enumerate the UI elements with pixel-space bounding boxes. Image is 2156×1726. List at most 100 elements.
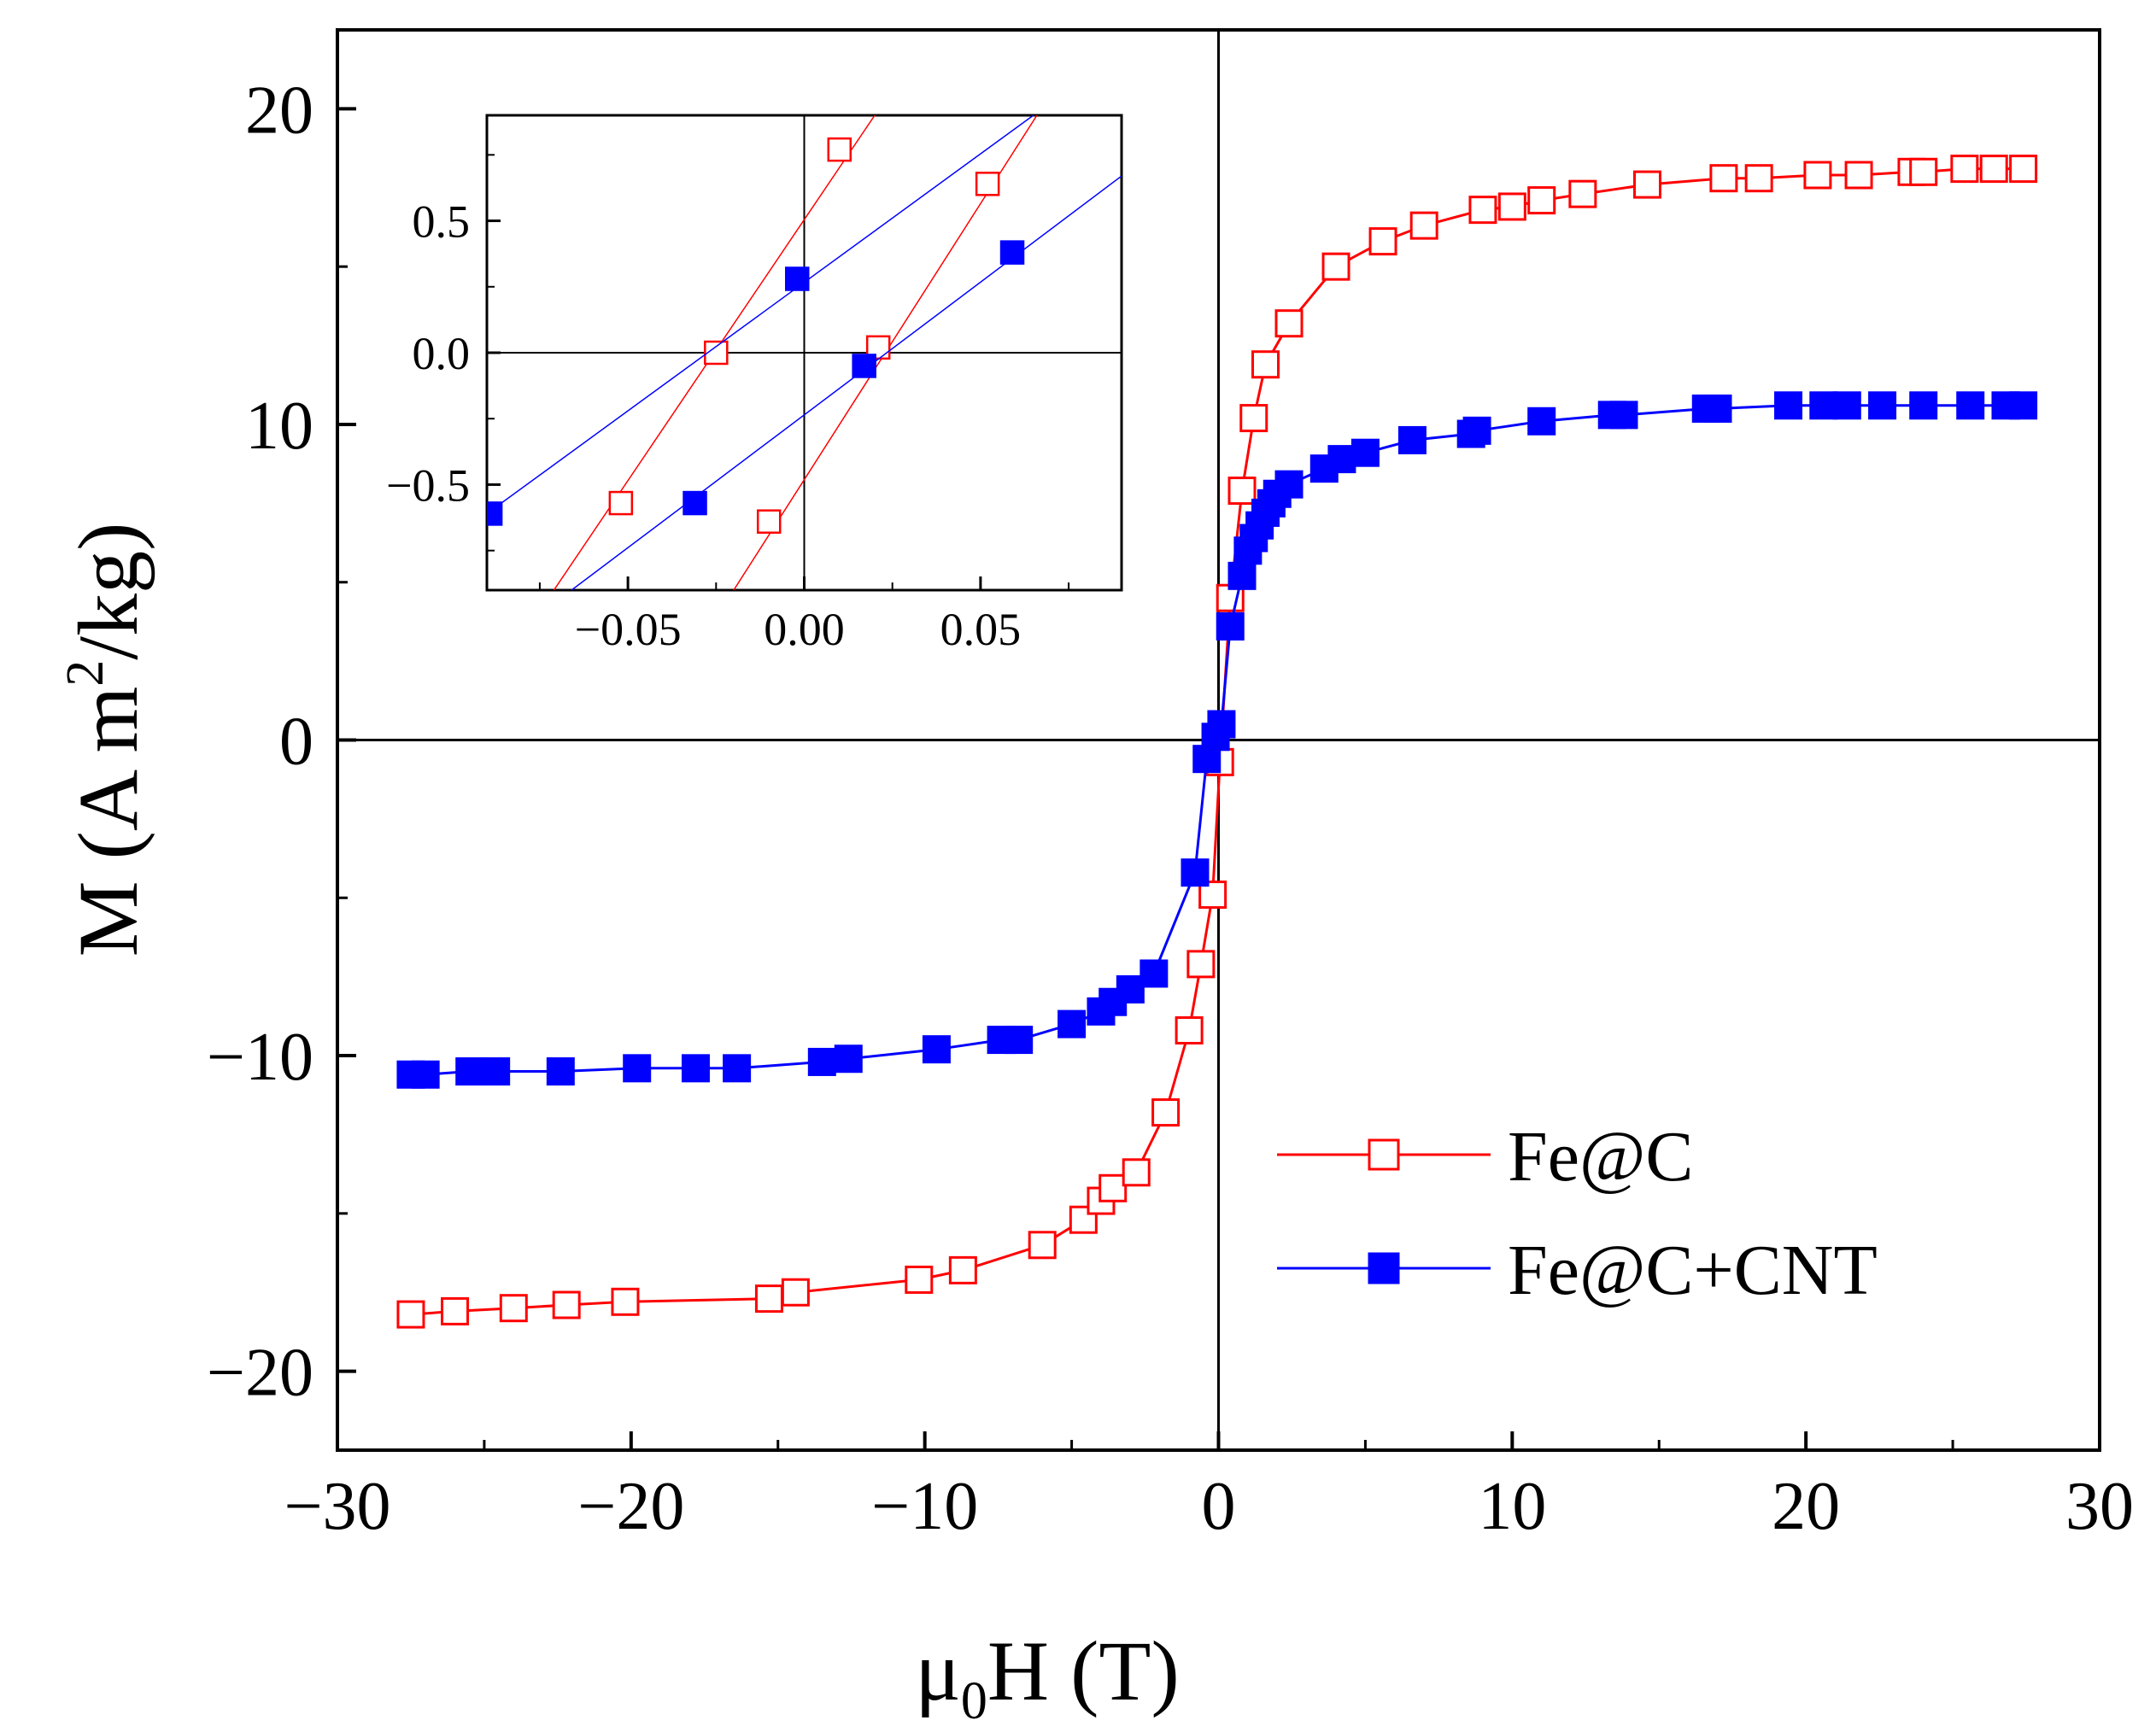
data-point-fe-c <box>1744 164 1773 193</box>
data-point-fe-c-cnt <box>1216 611 1245 641</box>
data-point-fe-c <box>754 1284 783 1314</box>
x-axis-title: μ0H (T) <box>915 1624 1180 1726</box>
inset-data-point-fe-c <box>608 490 634 516</box>
x-tick-label: −30 <box>284 1469 390 1544</box>
data-point-fe-c <box>552 1290 581 1319</box>
data-point-fe-c <box>1979 155 2008 184</box>
y-tick-label: 0 <box>279 705 313 780</box>
data-point-fe-c <box>1409 211 1438 240</box>
data-point-fe-c-cnt <box>1809 391 1838 420</box>
inset-plot-area <box>487 115 1122 590</box>
inset-data-point-fe-c <box>827 137 852 162</box>
data-point-fe-c <box>1198 881 1227 910</box>
data-point-fe-c-cnt <box>1227 561 1257 590</box>
data-point-fe-c <box>1239 404 1268 433</box>
inset-y-tick-label: 0.5 <box>413 196 471 248</box>
data-point-fe-c-cnt <box>922 1035 951 1064</box>
data-point-fe-c-cnt <box>623 1054 652 1083</box>
x-axis-title-subscript: 0 <box>961 1672 987 1726</box>
data-point-fe-c <box>1028 1231 1057 1260</box>
x-tick-label: 30 <box>2065 1469 2134 1544</box>
data-point-fe-c <box>1227 477 1257 506</box>
y-axis-title-rest: /kg) <box>61 523 155 660</box>
data-point-fe-c <box>1709 164 1738 193</box>
data-point-fe-c <box>441 1296 470 1325</box>
legend-label-fe-c: Fe@C <box>1508 1117 1693 1196</box>
data-point-fe-c <box>1151 1098 1181 1127</box>
inset-data-point-fe-c-cnt <box>999 240 1025 265</box>
data-point-fe-c-cnt <box>807 1047 836 1076</box>
data-point-fe-c-cnt <box>723 1054 752 1083</box>
data-point-fe-c-cnt <box>1116 974 1145 1003</box>
data-point-fe-c-cnt <box>1703 394 1732 423</box>
y-axis-title: M (A m2/kg) <box>56 523 155 957</box>
data-point-fe-c-cnt <box>1005 1026 1034 1055</box>
legend-label-fe-c-cnt: Fe@C+CNT <box>1508 1231 1878 1310</box>
data-point-fe-c-cnt <box>1527 407 1556 436</box>
data-point-fe-c <box>1099 1173 1128 1202</box>
data-point-fe-c-cnt <box>1774 391 1803 420</box>
data-point-fe-c <box>499 1294 528 1323</box>
inset-data-point-fe-c-cnt <box>487 501 503 526</box>
data-point-fe-c-cnt <box>1181 858 1210 887</box>
data-point-fe-c <box>1568 179 1597 208</box>
data-point-fe-c <box>905 1265 934 1294</box>
x-tick-label: 0 <box>1202 1469 1236 1544</box>
inset-x-tick-label: −0.05 <box>575 604 682 655</box>
data-point-fe-c <box>1274 309 1304 338</box>
inset-x-tick-label: 0.05 <box>940 604 1022 655</box>
inset-y-tick-label: −0.5 <box>386 459 470 511</box>
x-tick-label: 20 <box>1772 1469 1840 1544</box>
data-point-fe-c <box>1844 161 1873 190</box>
data-point-fe-c <box>1175 1015 1204 1044</box>
data-point-fe-c <box>1186 950 1216 979</box>
inset-x-tick-label: 0.00 <box>764 604 845 655</box>
data-point-fe-c-cnt <box>2009 391 2038 420</box>
data-point-fe-c-cnt <box>1609 401 1638 430</box>
data-point-fe-c <box>781 1278 810 1307</box>
data-point-fe-c-cnt <box>1327 445 1356 474</box>
data-point-fe-c <box>1527 186 1556 215</box>
inset-series-line-fe-c-cnt <box>571 175 1122 590</box>
y-axis-title-main: M (A m <box>61 687 155 957</box>
data-point-fe-c <box>1909 157 1938 186</box>
inset-series-line-fe-c-cnt <box>487 115 1034 515</box>
x-axis-title-rest: H (T) <box>987 1624 1180 1718</box>
data-point-fe-c <box>1122 1158 1151 1187</box>
x-tick-label: −10 <box>871 1469 978 1544</box>
data-point-fe-c <box>1632 170 1661 199</box>
data-point-fe-c-cnt <box>411 1060 440 1089</box>
data-point-fe-c-cnt <box>1397 425 1427 454</box>
y-tick-label: 20 <box>245 73 313 148</box>
data-point-fe-c-cnt <box>1057 1009 1087 1039</box>
data-point-fe-c <box>1803 161 1832 190</box>
data-point-fe-c <box>611 1287 640 1316</box>
inset-data-point-fe-c-cnt <box>784 266 810 291</box>
data-point-fe-c <box>1251 350 1280 379</box>
inset-data-point-fe-c-cnt <box>852 354 876 378</box>
inset-data-point-fe-c <box>756 509 782 534</box>
data-point-fe-c-cnt <box>1956 391 1985 420</box>
data-point-fe-c <box>948 1255 977 1284</box>
x-tick-label: 10 <box>1478 1469 1546 1544</box>
data-point-fe-c-cnt <box>455 1057 484 1086</box>
data-point-fe-c <box>1468 196 1497 225</box>
x-axis-title-main: μ <box>915 1624 961 1718</box>
data-point-fe-c-cnt <box>681 1054 710 1083</box>
data-point-fe-c <box>1368 227 1397 256</box>
legend-marker-fe-c <box>1368 1138 1400 1171</box>
data-point-fe-c-cnt <box>1462 416 1491 445</box>
data-point-fe-c <box>1321 252 1350 281</box>
legend: Fe@C Fe@C+CNT <box>1277 1117 1878 1310</box>
y-tick-label: 10 <box>245 389 313 464</box>
data-point-fe-c-cnt <box>1868 391 1897 420</box>
y-tick-label: −10 <box>207 1020 313 1095</box>
data-point-fe-c-cnt <box>1140 959 1169 988</box>
x-tick-label: −20 <box>577 1469 684 1544</box>
legend-marker-fe-c-cnt <box>1368 1252 1400 1284</box>
y-axis-title-superscript: 2 <box>56 660 114 687</box>
inset-y-tick-label: 0.0 <box>413 328 471 379</box>
data-point-fe-c-cnt <box>1909 391 1938 420</box>
data-point-fe-c-cnt <box>1350 438 1380 467</box>
